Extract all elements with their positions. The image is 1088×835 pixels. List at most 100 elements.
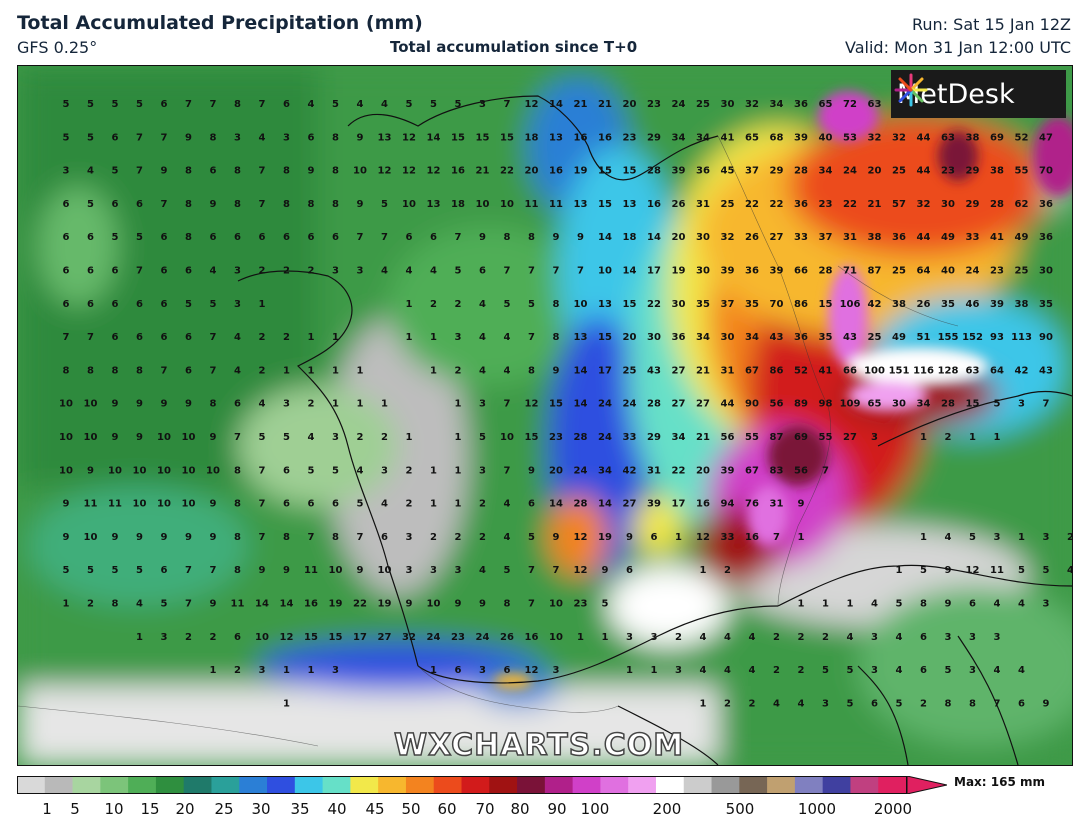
grid-value: 4 [798, 698, 805, 709]
grid-value: 23 [647, 99, 661, 110]
grid-value: 4 [504, 532, 511, 543]
grid-value: 15 [598, 199, 612, 210]
grid-value: 5 [896, 599, 903, 610]
color-scale-cell [183, 776, 212, 794]
grid-value: 1 [308, 332, 315, 343]
grid-value: 6 [63, 266, 70, 277]
grid-value: 2 [455, 299, 462, 310]
grid-value: 9 [112, 399, 119, 410]
grid-value: 63 [868, 99, 882, 110]
grid-value: 10 [182, 465, 196, 476]
grid-value: 9 [553, 232, 560, 243]
grid-value: 15 [500, 132, 514, 143]
grid-value: 36 [1039, 232, 1053, 243]
grid-value: 69 [990, 132, 1004, 143]
grid-value: 36 [1039, 199, 1053, 210]
grid-value: 4 [357, 465, 364, 476]
grid-value: 28 [647, 399, 661, 410]
grid-value: 1 [700, 698, 707, 709]
grid-value: 7 [185, 99, 192, 110]
color-scale-cell [683, 776, 713, 794]
color-scale-cell [155, 776, 185, 794]
grid-value: 2 [479, 532, 486, 543]
grid-value: 15 [623, 166, 637, 177]
grid-value: 46 [966, 299, 980, 310]
grid-value: 3 [675, 665, 682, 676]
grid-value: 2 [87, 599, 94, 610]
grid-value: 5 [87, 132, 94, 143]
grid-value: 31 [696, 199, 710, 210]
metdesk-logo: MetDesk [891, 70, 1066, 118]
grid-value: 30 [892, 399, 906, 410]
grid-value: 35 [941, 299, 955, 310]
grid-value: 49 [1015, 232, 1029, 243]
precipitation-map[interactable]: 5 5 5 5 6 7 7 8 7 6 4 5 4 4 5 5 5 3 7 12 14 21 21 20 23 24 25 30 32 3… [17, 65, 1073, 766]
grid-value: 12 [525, 99, 539, 110]
grid-value: 25 [696, 99, 710, 110]
color-scale-cell [239, 776, 268, 794]
grid-value: 14 [598, 232, 612, 243]
grid-value: 8 [112, 365, 119, 376]
grid-value: 2 [259, 365, 266, 376]
grid-value: 1 [406, 332, 413, 343]
grid-value: 5 [504, 565, 511, 576]
grid-value: 8 [283, 166, 290, 177]
grid-value: 4 [479, 565, 486, 576]
color-scale-tick-label: 100 [580, 800, 610, 818]
grid-value: 5 [455, 99, 462, 110]
grid-value: 5 [847, 665, 854, 676]
grid-value: 39 [672, 166, 686, 177]
grid-value: 35 [819, 332, 833, 343]
grid-value: 15 [525, 432, 539, 443]
grid-value: 21 [868, 199, 882, 210]
grid-value: 72 [843, 99, 857, 110]
grid-value: 4 [381, 499, 388, 510]
grid-value: 7 [259, 166, 266, 177]
grid-value: 8 [87, 365, 94, 376]
grid-value: 7 [528, 565, 535, 576]
grid-value: 23 [451, 632, 465, 643]
grid-value: 6 [504, 665, 511, 676]
grid-value: 7 [63, 332, 70, 343]
grid-value: 4 [381, 266, 388, 277]
grid-value: 3 [234, 299, 241, 310]
grid-value: 5 [1043, 565, 1050, 576]
grid-value: 36 [892, 232, 906, 243]
grid-value: 30 [721, 99, 735, 110]
grid-value: 1 [430, 499, 437, 510]
grid-value: 6 [259, 232, 266, 243]
color-scale-cell [350, 776, 379, 794]
grid-value: 9 [161, 399, 168, 410]
grid-value: 10 [329, 565, 343, 576]
grid-value: 70 [770, 299, 784, 310]
grid-value: 28 [574, 499, 588, 510]
color-scale-tick-label: 1 [42, 800, 52, 818]
grid-value: 28 [794, 166, 808, 177]
grid-value: 39 [794, 132, 808, 143]
grid-value: 2 [357, 432, 364, 443]
grid-value: 6 [308, 232, 315, 243]
color-scale-cell [739, 776, 768, 794]
grid-value: 1 [822, 599, 829, 610]
grid-values: 5 5 5 5 6 7 7 8 7 6 4 5 4 4 5 5 5 3 7 12 14 21 21 20 23 24 25 30 32 3… [59, 99, 1072, 709]
grid-value: 24 [623, 399, 637, 410]
grid-value: 6 [136, 299, 143, 310]
color-scale-tick-label: 45 [365, 800, 385, 818]
color-scale-cell [267, 776, 296, 794]
grid-value: 12 [402, 166, 416, 177]
grid-value: 4 [700, 665, 707, 676]
grid-value: 5 [63, 565, 70, 576]
grid-value: 18 [525, 132, 539, 143]
grid-value: 9 [798, 499, 805, 510]
grid-value: 15 [598, 332, 612, 343]
color-scale-tick-label: 60 [437, 800, 457, 818]
grid-value: 32 [745, 99, 759, 110]
grid-value: 42 [868, 299, 882, 310]
grid-value: 64 [990, 365, 1004, 376]
grid-value: 34 [672, 432, 686, 443]
grid-value: 8 [553, 299, 560, 310]
grid-value: 5 [210, 299, 217, 310]
color-scale-cell [850, 776, 879, 794]
grid-value: 4 [896, 632, 903, 643]
grid-value: 10 [500, 199, 514, 210]
